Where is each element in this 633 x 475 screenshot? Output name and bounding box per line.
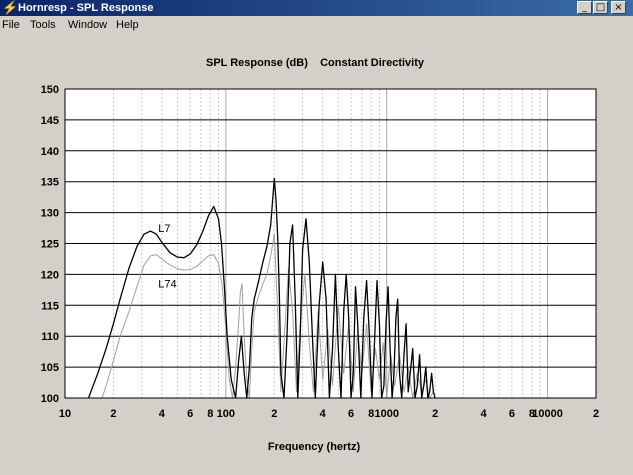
y-tick-label: 115 bbox=[41, 300, 59, 312]
menu-file[interactable]: File bbox=[2, 19, 20, 31]
x-tick-label: 8 bbox=[368, 408, 374, 420]
y-tick-label: 125 bbox=[41, 239, 59, 251]
minimize-button[interactable]: _ bbox=[577, 1, 592, 14]
y-tick-label: 140 bbox=[41, 146, 59, 158]
x-tick-label: 4 bbox=[320, 408, 327, 420]
x-tick-label: 4 bbox=[481, 408, 488, 420]
curve-label-l74: L74 bbox=[158, 279, 176, 291]
x-tick-label: 2 bbox=[593, 408, 599, 420]
chart-title: SPL Response (dB) Constant Directivity bbox=[206, 57, 425, 69]
menu-tools[interactable]: Tools bbox=[30, 19, 56, 31]
y-tick-label: 100 bbox=[41, 393, 59, 405]
chart-area: SPL Response (dB) Constant Directivity 1… bbox=[0, 35, 633, 475]
y-axis-labels: 100 105 110 115 120 125 130 135 140 145 150 bbox=[41, 84, 59, 405]
curves bbox=[87, 177, 436, 399]
x-tick-label: 2 bbox=[271, 408, 277, 420]
window-title: Hornresp - SPL Response bbox=[18, 2, 154, 14]
y-tick-label: 150 bbox=[41, 84, 59, 96]
x-tick-label: 100 bbox=[217, 408, 235, 420]
curve-l74 bbox=[101, 233, 434, 399]
y-tick-label: 110 bbox=[41, 331, 59, 343]
x-tick-label: 6 bbox=[509, 408, 515, 420]
menu-bar: File Tools Window Help bbox=[0, 16, 633, 35]
y-tick-label: 135 bbox=[41, 177, 59, 189]
grid-lines bbox=[65, 89, 596, 398]
x-tick-label: 6 bbox=[348, 408, 354, 420]
curve-labels: L7 L74 bbox=[158, 223, 176, 291]
curve-label-l7: L7 bbox=[158, 223, 170, 235]
x-tick-label: 4 bbox=[159, 408, 166, 420]
x-tick-label: 2 bbox=[110, 408, 116, 420]
x-tick-label: 6 bbox=[187, 408, 193, 420]
menu-window[interactable]: Window bbox=[68, 19, 108, 31]
plot-frame bbox=[64, 88, 597, 399]
x-tick-label: 8 bbox=[529, 408, 535, 420]
title-bar: ⚡ Hornresp - SPL Response _ □ × bbox=[0, 0, 633, 16]
x-tick-label: 2 bbox=[432, 408, 438, 420]
maximize-button[interactable]: □ bbox=[593, 1, 608, 14]
y-tick-label: 145 bbox=[41, 115, 59, 127]
close-button[interactable]: × bbox=[611, 1, 626, 14]
spl-chart: SPL Response (dB) Constant Directivity 1… bbox=[41, 57, 599, 453]
x-tick-label: 1000 bbox=[374, 408, 398, 420]
y-tick-label: 105 bbox=[41, 362, 59, 374]
x-tick-label: 10 bbox=[59, 408, 71, 420]
hornresp-icon: ⚡ bbox=[2, 0, 19, 15]
y-tick-label: 120 bbox=[41, 269, 59, 281]
curve-l7 bbox=[87, 177, 436, 399]
x-axis-title: Frequency (hertz) bbox=[268, 441, 361, 453]
y-tick-label: 130 bbox=[41, 208, 59, 220]
menu-help[interactable]: Help bbox=[116, 19, 139, 31]
x-tick-label: 10000 bbox=[532, 408, 563, 420]
x-tick-label: 8 bbox=[207, 408, 213, 420]
